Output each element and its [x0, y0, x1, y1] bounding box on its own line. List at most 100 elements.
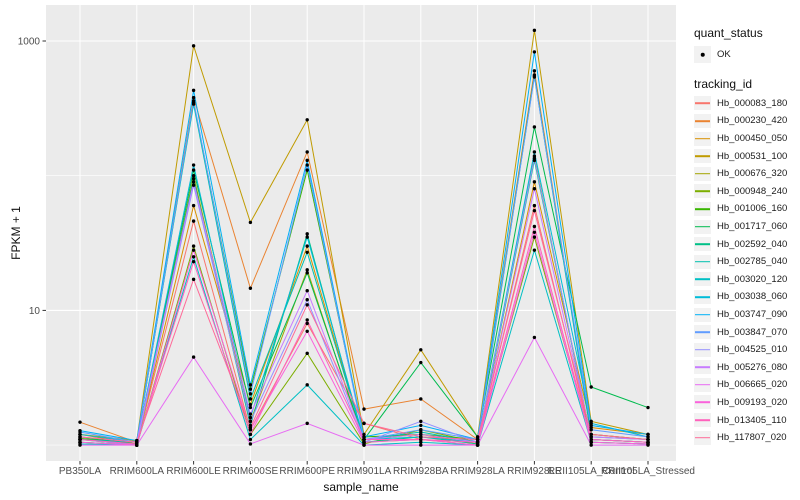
legend-item-Hb_009193_020: Hb_009193_020 — [694, 394, 798, 412]
legend-label: Hb_003847_070 — [717, 326, 788, 338]
legend-label: Hb_000948_240 — [717, 185, 788, 197]
x-tick-label: RRIM928LA — [450, 466, 505, 477]
line-key-icon — [694, 360, 711, 375]
data-point — [305, 244, 309, 248]
x-tick-label: PB350LA — [59, 466, 102, 477]
legend-label: Hb_006665_020 — [717, 379, 788, 391]
x-tick-label: RRIM928LE — [507, 466, 562, 477]
legend-item-Hb_003847_070: Hb_003847_070 — [694, 323, 798, 341]
x-axis-title: sample_name — [323, 480, 399, 494]
line-key-icon — [694, 201, 711, 216]
data-point — [305, 351, 309, 356]
series-color-line — [695, 120, 710, 122]
data-point — [646, 437, 650, 442]
data-point — [248, 387, 253, 391]
data-point — [532, 150, 537, 154]
line-key-icon — [694, 149, 711, 164]
legend-label: Hb_003038_060 — [717, 291, 788, 303]
data-point — [305, 421, 309, 426]
legend-item-Hb_001717_060: Hb_001717_060 — [694, 218, 798, 236]
y-tick-label: 10 — [29, 306, 41, 317]
legend-item-Hb_117807_020: Hb_117807_020 — [694, 429, 798, 447]
data-point — [248, 442, 253, 446]
data-point — [589, 385, 593, 389]
data-point — [305, 298, 309, 302]
legend-label: Hb_003747_090 — [717, 309, 788, 321]
legend-item-Hb_004525_010: Hb_004525_010 — [694, 341, 798, 359]
legend-title-tracking-id: tracking_id — [694, 76, 753, 91]
data-point — [305, 289, 309, 293]
data-point — [646, 435, 650, 439]
line-key-icon — [694, 413, 711, 428]
data-point — [532, 335, 537, 340]
data-point — [248, 425, 253, 430]
data-point — [78, 437, 82, 442]
data-point — [589, 435, 593, 439]
data-point — [248, 402, 253, 407]
data-point — [191, 203, 196, 208]
point-icon — [700, 52, 705, 58]
data-point — [362, 407, 366, 411]
data-point — [191, 88, 196, 93]
line-key-icon — [694, 96, 711, 111]
data-point — [191, 277, 196, 282]
data-point — [305, 383, 309, 387]
y-tick-label: 1000 — [18, 37, 41, 48]
data-point — [191, 44, 196, 48]
x-tick-label: RRIM928BA — [393, 466, 449, 477]
data-point — [589, 437, 593, 442]
legend-label: Hb_000531_100 — [717, 150, 788, 162]
data-point — [532, 75, 537, 79]
line-key-icon — [694, 307, 711, 322]
series-color-line — [695, 155, 710, 157]
data-point — [191, 102, 196, 106]
series-color-line — [695, 384, 710, 386]
data-point — [419, 423, 423, 428]
data-point — [78, 435, 82, 439]
series-color-line — [695, 366, 710, 369]
ok-point-key — [694, 46, 711, 64]
legend-item-Hb_005276_080: Hb_005276_080 — [694, 359, 798, 377]
data-point — [475, 440, 480, 444]
data-point — [532, 235, 537, 239]
data-point — [78, 443, 82, 447]
legend-label: Hb_004525_010 — [717, 344, 788, 356]
data-point — [248, 415, 253, 420]
legend-item-Hb_002592_040: Hb_002592_040 — [694, 235, 798, 253]
legend-label: Hb_000450_050 — [717, 133, 788, 145]
legend-label: Hb_005276_080 — [717, 361, 788, 373]
data-point — [419, 437, 423, 442]
data-point — [248, 437, 253, 442]
data-point — [305, 232, 309, 236]
data-point — [305, 168, 309, 172]
legend-item-Hb_000450_050: Hb_000450_050 — [694, 130, 798, 148]
legend-label: Hb_003020_120 — [717, 273, 788, 285]
data-point — [78, 440, 82, 444]
legend: quant_status OK tracking_id Hb_000083_18… — [694, 26, 798, 446]
data-point — [191, 248, 196, 252]
data-point — [532, 230, 537, 235]
line-key-icon — [694, 325, 711, 340]
data-point — [191, 355, 196, 359]
x-tick-label: RRIM600SE — [223, 466, 279, 477]
data-point — [191, 180, 196, 184]
line-key-icon — [694, 430, 711, 445]
x-tick-label: RRIM600LE — [166, 466, 221, 477]
series-color-line — [695, 190, 710, 193]
data-point — [646, 440, 650, 444]
data-point — [248, 383, 253, 387]
legend-item-ok: OK — [694, 46, 798, 64]
line-key-icon — [694, 342, 711, 357]
legend-item-Hb_000676_320: Hb_000676_320 — [694, 165, 798, 183]
series-color-line — [695, 260, 710, 263]
legend-item-Hb_003038_060: Hb_003038_060 — [694, 288, 798, 306]
line-key-icon — [694, 289, 711, 304]
data-point — [475, 435, 480, 439]
legend-item-Hb_001006_160: Hb_001006_160 — [694, 200, 798, 218]
data-point — [532, 50, 537, 54]
data-point — [191, 168, 196, 172]
data-point — [191, 244, 196, 248]
data-point — [191, 177, 196, 181]
legend-label: Hb_000083_180 — [717, 97, 788, 109]
y-axis-title: FPKM + 1 — [9, 206, 23, 260]
